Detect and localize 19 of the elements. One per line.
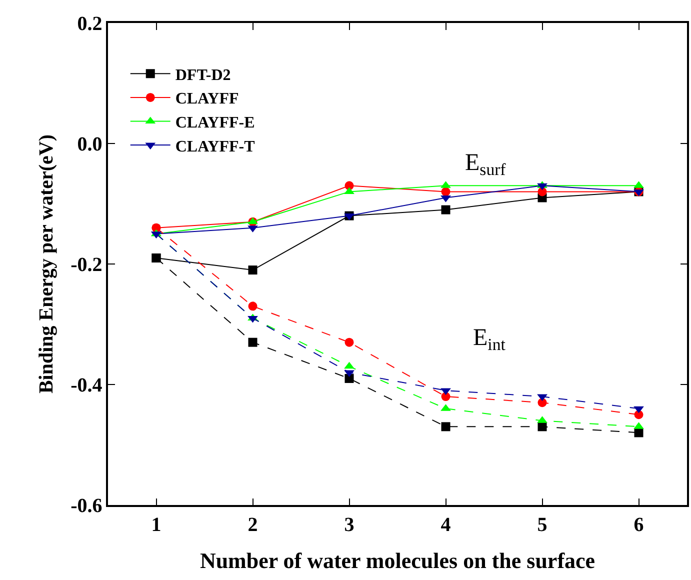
annotation: E$_{surf}$ bbox=[465, 150, 506, 180]
x-tick-label: 2 bbox=[248, 514, 258, 536]
legend-label: CLAYFF-E bbox=[175, 114, 255, 132]
y-axis-title: Binding Energy per water(eV) bbox=[36, 134, 58, 394]
legend-label: CLAYFF-T bbox=[175, 138, 256, 156]
legend-label: CLAYFF bbox=[175, 90, 240, 108]
legend-label: DFT-D2 bbox=[175, 66, 231, 84]
x-tick-label: 6 bbox=[634, 514, 644, 536]
y-tick-label: 0.2 bbox=[77, 13, 102, 35]
x-axis-title: Number of water molecules on the surface bbox=[200, 548, 596, 574]
y-tick-label: 0.0 bbox=[77, 134, 102, 156]
x-tick-label: 4 bbox=[440, 514, 451, 536]
y-tick-label: -0.4 bbox=[70, 374, 102, 396]
annotation: E$_{int}$ bbox=[473, 325, 506, 354]
y-tick-label: -0.6 bbox=[70, 495, 102, 517]
x-tick-label: 3 bbox=[344, 514, 354, 536]
y-tick-label: -0.2 bbox=[70, 254, 102, 276]
x-tick-label: 5 bbox=[537, 514, 548, 536]
x-tick-label: 1 bbox=[151, 514, 162, 536]
